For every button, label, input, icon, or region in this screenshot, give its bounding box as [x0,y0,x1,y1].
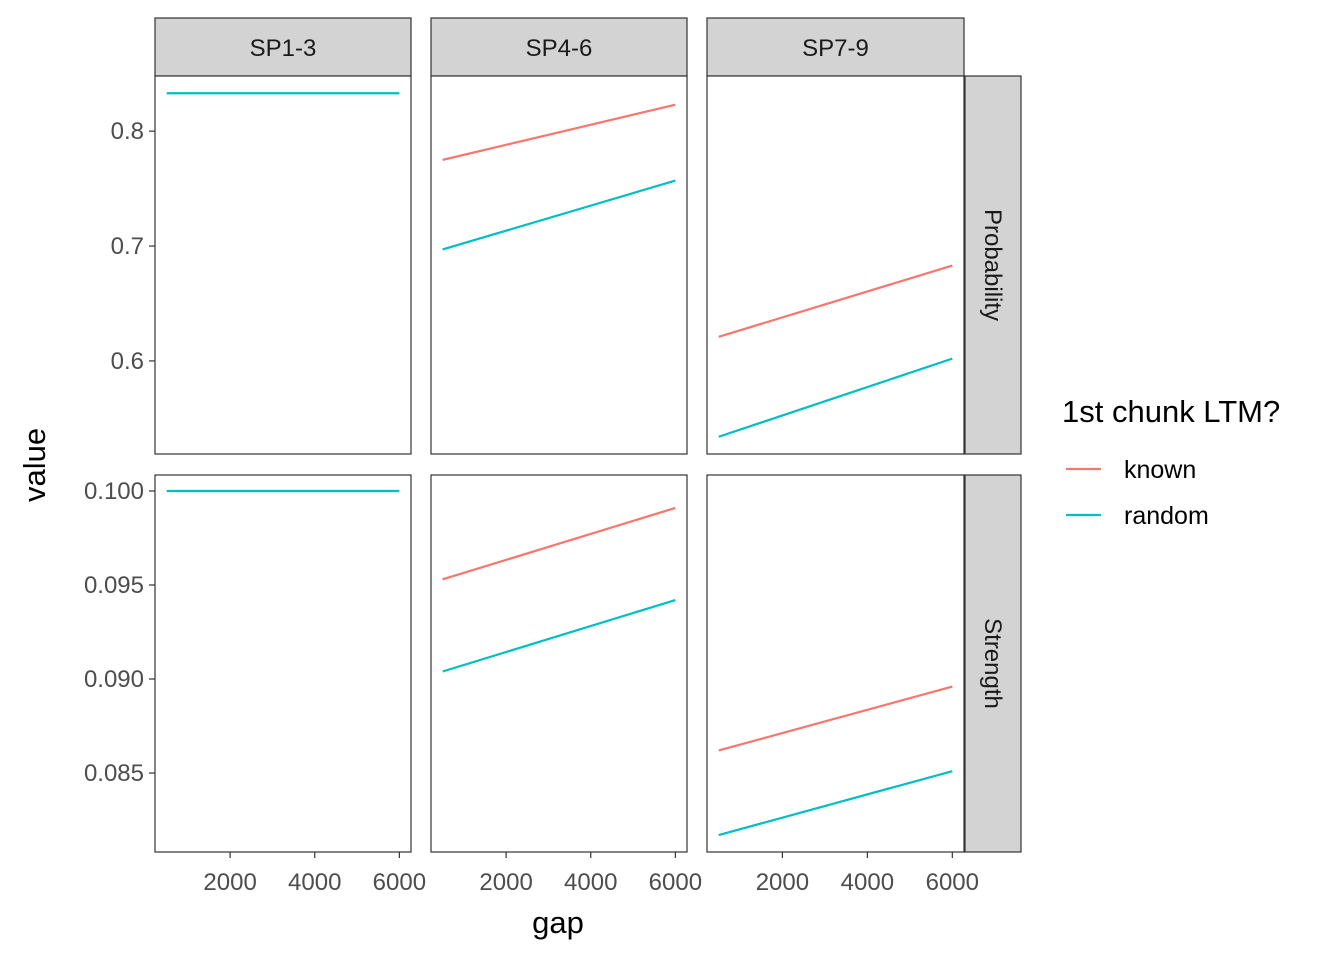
x-tick-label: 4000 [841,869,894,896]
x-tick-label: 4000 [564,869,617,896]
facet-strip-SP7-9 [706,17,965,77]
panel-SP4-6-Probability [430,75,688,455]
facet-strip-Probability [964,75,1022,455]
y-tick-label: 0.6 [111,348,144,375]
panel-background [430,75,688,455]
series-line-known [718,685,953,752]
facet-strip-label: Strength [979,618,1006,709]
facet-strip-label: SP7-9 [802,35,869,62]
panel-SP1-3-Strength: 2000 4000 6000 [154,474,426,896]
panel-SP7-9-Probability [706,75,965,455]
x-tick-label: 2000 [203,869,256,896]
y-axis-title: value [17,428,52,502]
y-tick-label: 0.100 [84,478,144,505]
x-tick-label: 4000 [288,869,341,896]
panel-background [706,75,965,455]
facet-strip-label: SP4-6 [526,35,593,62]
panel-SP1-3-Probability [154,75,412,455]
facet-strip-Strength [964,474,1022,853]
facet-strip-SP1-3 [154,17,412,77]
panel-background [154,75,412,455]
facet-strip-label: SP1-3 [250,35,317,62]
y-tick-label: 0.7 [111,233,144,260]
legend-title: 1st chunk LTM? [1062,394,1280,429]
panel-background [706,474,965,853]
x-axis-title: gap [532,905,584,940]
x-tick-label: 6000 [649,869,702,896]
series-line-random [718,770,953,837]
legend-label-known: known [1124,456,1196,484]
y-tick-label: 0.085 [84,760,144,787]
series-line-random [718,357,953,438]
y-tick-label: 0.095 [84,572,144,599]
x-tick-label: 6000 [926,869,979,896]
y-tick-label: 0.8 [111,118,144,145]
facet-strip-label: Probability [979,209,1006,321]
x-tick-label: 2000 [479,869,532,896]
panel-background [430,474,688,853]
facet-strip-SP4-6 [430,17,688,77]
series-line-known [442,103,676,161]
panel-SP7-9-Strength: 2000 4000 6000 [706,474,979,896]
panel-background [154,474,412,853]
x-tick-label: 2000 [756,869,809,896]
panel-SP4-6-Strength: 2000 4000 6000 [430,474,702,896]
x-tick-label: 6000 [373,869,426,896]
legend: 1st chunk LTM? known random [1062,394,1280,530]
y-tick-label: 0.090 [84,666,144,693]
legend-label-random: random [1124,502,1209,530]
series-line-known [718,264,953,338]
series-line-random [442,179,676,251]
series-line-known [442,506,676,581]
series-line-random [442,598,676,673]
